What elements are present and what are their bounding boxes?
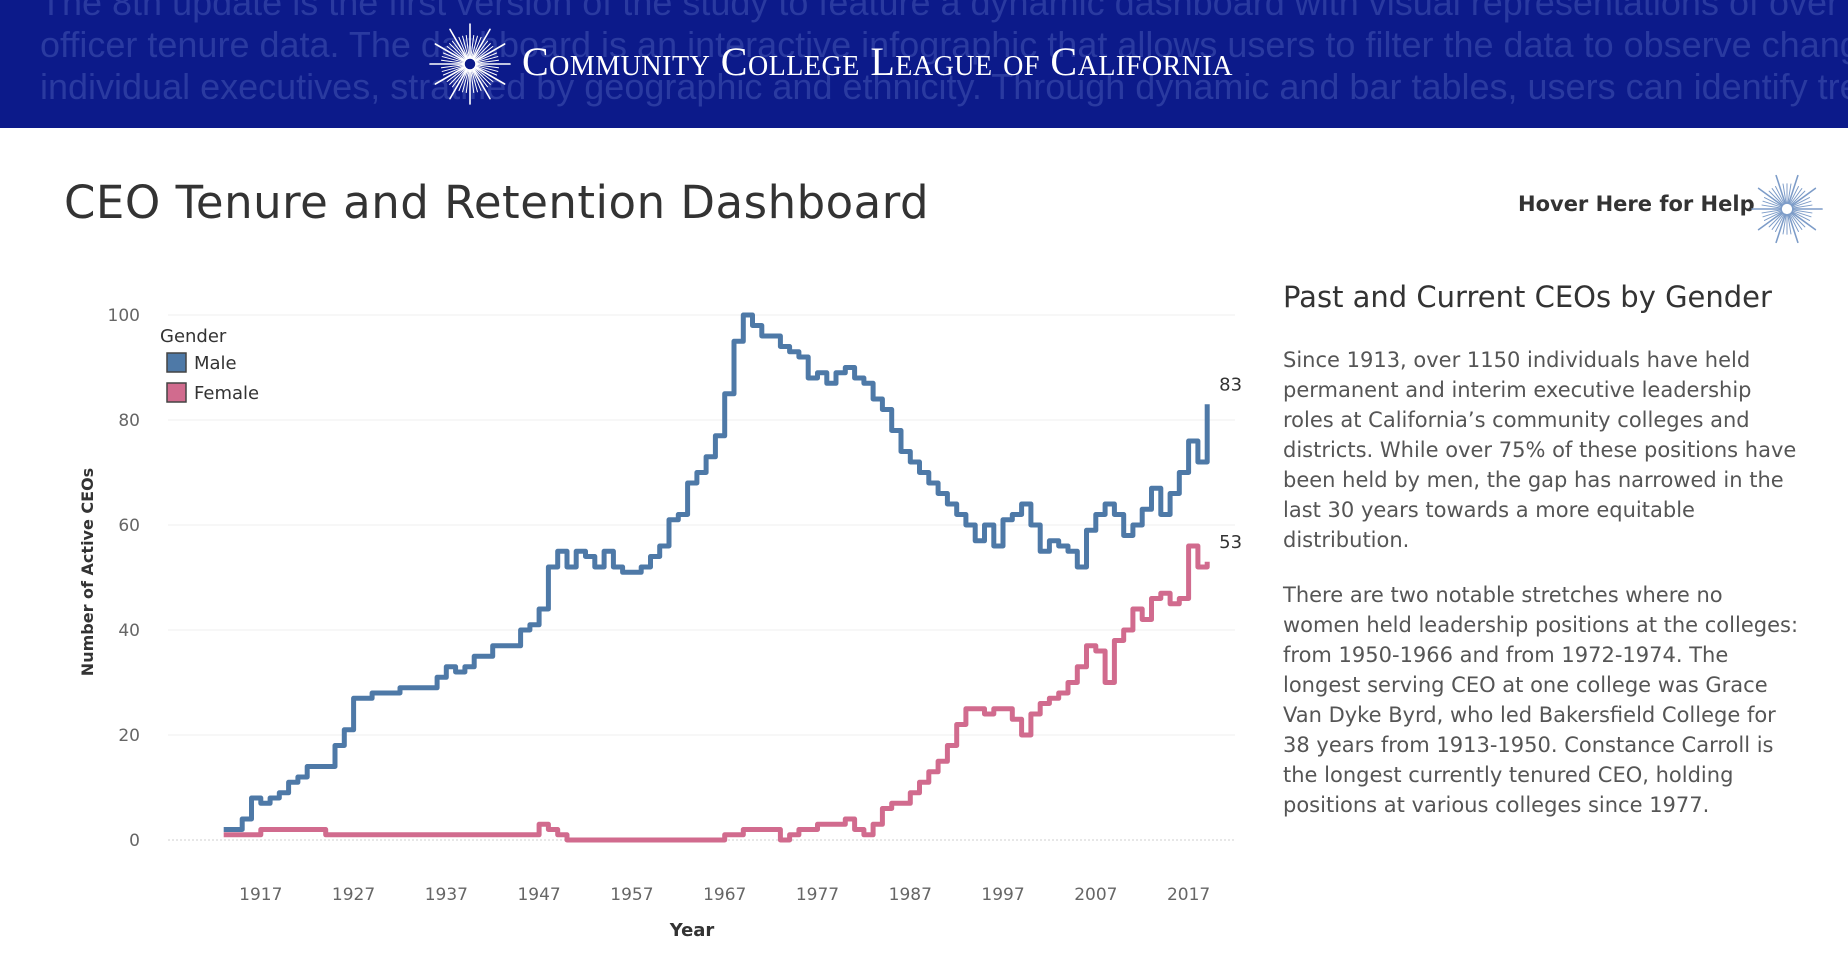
series-line-female (223, 543, 1210, 843)
legend-title: Gender (160, 326, 227, 347)
data-labels: 83 53 (1219, 374, 1242, 553)
y-tick-label: 40 (118, 621, 140, 641)
y-tick-label: 80 (118, 411, 140, 431)
sidebar-title: Past and Current CEOs by Gender (1283, 280, 1772, 314)
x-tick-label: 1987 (889, 885, 932, 905)
x-tick-label: 1927 (332, 885, 375, 905)
legend-swatch-male[interactable] (166, 352, 187, 373)
sidebar-paragraph-1: Since 1913, over 1150 individuals have h… (1283, 348, 1797, 552)
star-burst-icon[interactable] (1748, 170, 1826, 248)
x-tick-label: 2017 (1167, 885, 1210, 905)
y-tick-label: 0 (129, 831, 140, 851)
axis-ticks: 0 20 40 60 80 100 1917 1927 1937 1947 1957 1967 1977… (108, 306, 1211, 905)
banner-background-line: individual executives, stratified by geo… (40, 66, 1848, 107)
league-logo-icon (429, 23, 511, 105)
x-tick-label: 1977 (796, 885, 839, 905)
org-name: Community College League of California (522, 39, 1233, 84)
legend-item-male[interactable]: Male (194, 353, 237, 374)
series (223, 312, 1210, 843)
x-tick-label: 1947 (517, 885, 560, 905)
banner-background-text: The 8th update is the first version of t… (40, 0, 1848, 108)
y-tick-label: 20 (118, 726, 140, 746)
end-label-male: 83 (1219, 374, 1242, 395)
x-tick-label: 1967 (703, 885, 746, 905)
end-label-female: 53 (1219, 532, 1242, 553)
ceo-gender-line-chart: 0 20 40 60 80 100 1917 1927 1937 1947 1957 1967 1977… (78, 306, 1242, 941)
y-axis-label: Number of Active CEOs (78, 468, 97, 676)
x-tick-label: 1917 (239, 885, 282, 905)
x-tick-label: 1957 (610, 885, 653, 905)
header-banner: The 8th update is the first version of t… (0, 0, 1848, 128)
help-link[interactable]: Hover Here for Help (1518, 192, 1755, 216)
page-title: CEO Tenure and Retention Dashboard (64, 176, 930, 229)
x-tick-label: 2007 (1074, 885, 1117, 905)
legend-swatch-female[interactable] (166, 382, 187, 403)
series-line-male (223, 312, 1210, 832)
grid (168, 314, 1235, 841)
legend: Gender Male Female (160, 326, 259, 404)
y-tick-label: 100 (108, 306, 140, 326)
y-tick-label: 60 (118, 516, 140, 536)
x-tick-label: 1997 (981, 885, 1024, 905)
banner-background-line: officer tenure data. The dashboard is an… (40, 24, 1848, 65)
legend-item-female[interactable]: Female (194, 383, 259, 404)
sidebar-paragraph-2: There are two notable stretches where no… (1283, 583, 1799, 817)
banner-background-line: The 8th update is the first version of t… (40, 0, 1848, 23)
x-tick-label: 1937 (425, 885, 468, 905)
x-axis-label: Year (669, 920, 715, 941)
